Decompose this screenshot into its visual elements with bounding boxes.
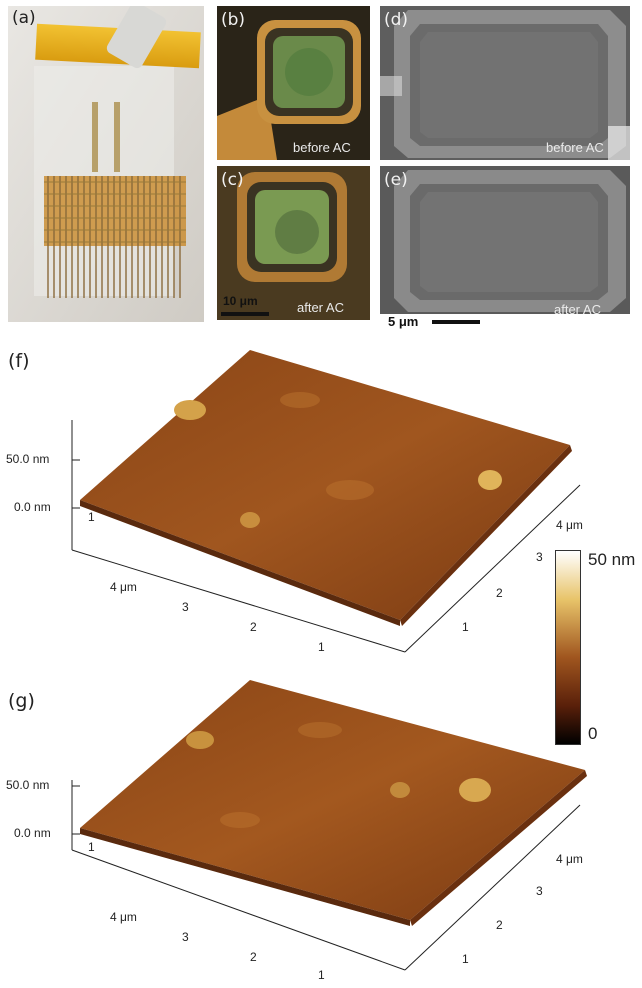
optical-image-before — [217, 20, 361, 160]
axis-left-g-3: 2 — [250, 950, 257, 964]
sem-panel-d: (d) before AC — [380, 6, 630, 160]
caption-e: after AC — [554, 302, 601, 317]
axis-right-g-3: 1 — [462, 952, 469, 966]
caption-b: before AC — [293, 140, 351, 155]
panel-label-g: (g) — [8, 690, 35, 712]
afm-panel-g: (g) 50.0 nm 0.0 nm 1 4 μm 3 2 1 4 μm 3 2… — [0, 670, 642, 983]
panel-label-c: (c) — [221, 170, 244, 190]
axis-right-g-0: 4 μm — [556, 852, 583, 866]
sem-panel-e: (e) after AC — [380, 166, 630, 320]
afm-surface-f — [71, 350, 581, 653]
z-zero-label-g: 0.0 nm — [14, 826, 51, 840]
panel-label-d: (d) — [384, 10, 409, 30]
caption-c: after AC — [297, 300, 344, 315]
panel-label-f: (f) — [8, 350, 30, 372]
afm-panel-f: (f) 50.0 nm 0.0 nm 1 4 μm 3 2 1 4 μm 3 2… — [0, 330, 642, 660]
z-zero-label-f: 0.0 nm — [14, 500, 51, 514]
axis-left-f-1: 4 μm — [110, 580, 137, 594]
axis-right-f-1: 3 — [536, 550, 543, 564]
caption-d: before AC — [546, 140, 604, 155]
axis-left-f-3: 2 — [250, 620, 257, 634]
optical-panel-c: (c) 10 μm after AC — [217, 166, 370, 320]
axis-left-g-1: 4 μm — [110, 910, 137, 924]
z-top-label-g: 50.0 nm — [6, 778, 50, 792]
colorbar-max-label: 50 nm — [588, 550, 636, 569]
axis-left-g-4: 1 — [318, 968, 325, 982]
scalebar-c: 10 μm — [223, 294, 258, 308]
photo-panel-a: (a) — [8, 6, 204, 322]
axis-right-f-0: 4 μm — [556, 518, 583, 532]
panel-label-a: (a) — [12, 8, 36, 28]
axis-left-f-0: 1 — [88, 510, 95, 524]
axis-left-g-2: 3 — [182, 930, 189, 944]
sem-image-after — [380, 170, 630, 320]
colorbar — [555, 550, 581, 745]
z-top-label-f: 50.0 nm — [6, 452, 50, 466]
scalebar-e: 5 μm — [388, 314, 419, 329]
optical-panel-b: (b) before AC — [217, 6, 370, 160]
axis-left-f-2: 3 — [182, 600, 189, 614]
axis-left-g-0: 1 — [88, 840, 95, 854]
optical-image-after — [221, 172, 347, 316]
axis-right-f-2: 2 — [496, 586, 503, 600]
panel-label-e: (e) — [384, 170, 408, 190]
sem-image-before — [380, 10, 630, 160]
panel-label-b: (b) — [221, 10, 246, 30]
afm-surface-g — [71, 680, 587, 971]
scalebar-e-line — [432, 320, 480, 324]
electrode-photo — [8, 6, 204, 322]
axis-right-g-1: 3 — [536, 884, 543, 898]
axis-left-f-4: 1 — [318, 640, 325, 654]
colorbar-min-label: 0 — [588, 724, 598, 743]
axis-right-g-2: 2 — [496, 918, 503, 932]
axis-right-f-3: 1 — [462, 620, 469, 634]
